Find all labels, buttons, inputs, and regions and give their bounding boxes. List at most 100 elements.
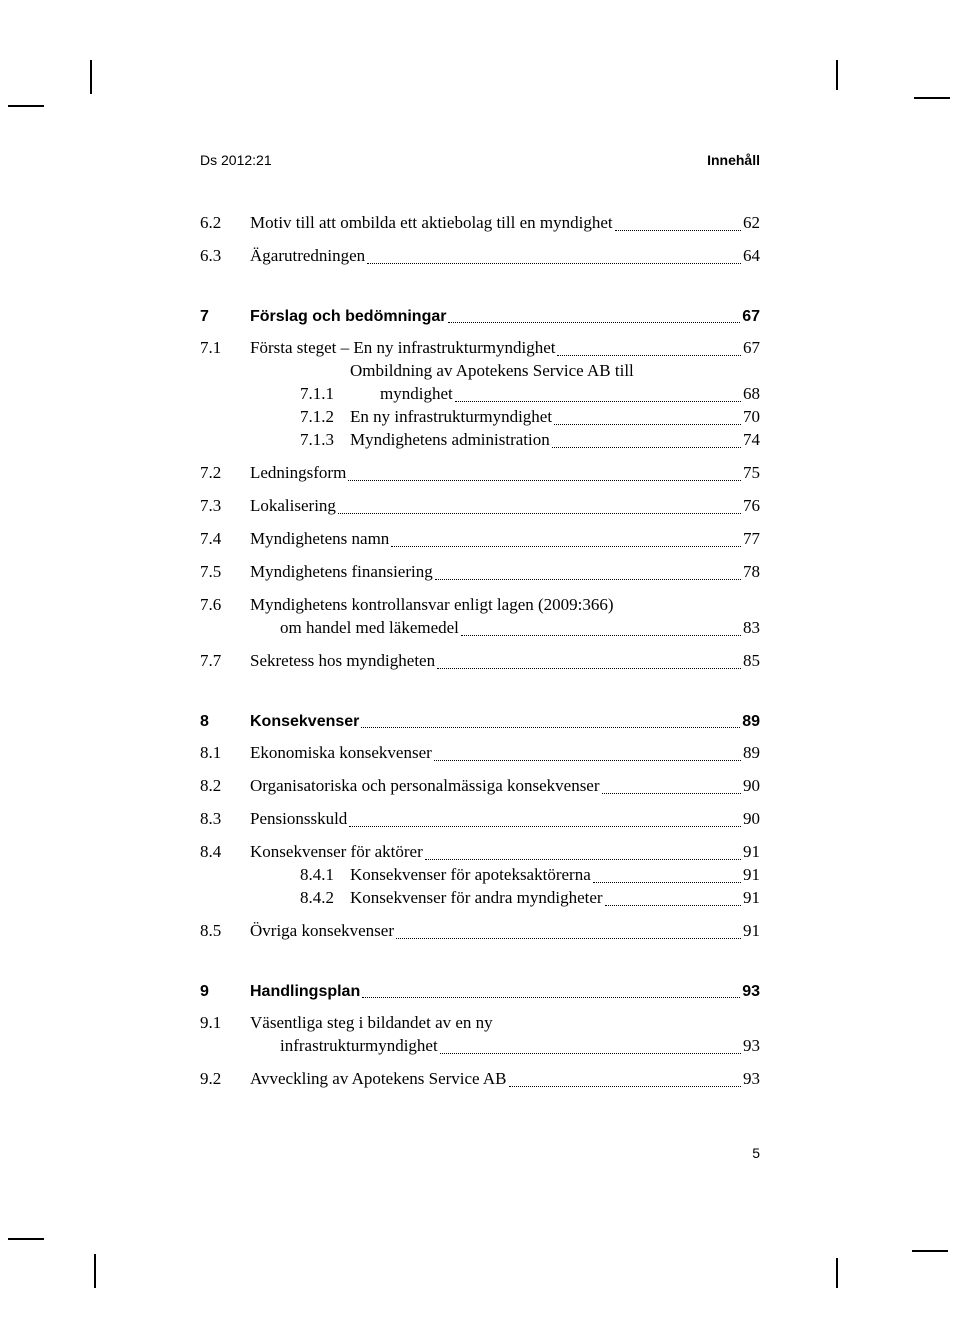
toc-entry-page: 78: [743, 561, 760, 584]
toc-subentry-number: 7.1.3: [300, 429, 350, 452]
toc-entry-body: Övriga konsekvenser91: [250, 920, 760, 943]
toc-entry-page: 91: [743, 864, 760, 887]
toc-entry-body: Motiv till att ombilda ett aktiebolag ti…: [250, 212, 760, 235]
toc-entry-number: 7.3: [200, 495, 250, 518]
toc-entry: 8.3Pensionsskuld90: [200, 808, 760, 831]
toc-entry-body: Konsekvenser89: [250, 711, 760, 733]
toc-entry-text: Ombildning av Apotekens Service AB till: [350, 360, 634, 383]
crop-mark: [94, 1254, 96, 1288]
doc-id: Ds 2012:21: [200, 152, 272, 168]
toc-leader: [367, 263, 741, 264]
toc-leader: [361, 727, 740, 728]
toc-leader: [552, 447, 741, 448]
toc-entry-page: 93: [743, 1068, 760, 1091]
toc-entry-body: Ägarutredningen64: [250, 245, 760, 268]
toc-entry-body: Första steget – En ny infrastrukturmyndi…: [250, 337, 760, 452]
toc-entry-body: Ledningsform75: [250, 462, 760, 485]
toc-entry: 7.2Ledningsform75: [200, 462, 760, 485]
crop-mark: [836, 1258, 838, 1288]
toc-leader: [362, 997, 740, 998]
toc-entry-page: 76: [743, 495, 760, 518]
toc-leader: [557, 355, 741, 356]
toc-leader: [425, 859, 741, 860]
toc-entry-number: 7.1: [200, 337, 250, 360]
toc-entry: 7.1Första steget – En ny infrastrukturmy…: [200, 337, 760, 452]
toc-subentry-number: 7.1.1: [300, 383, 350, 406]
toc-entry-text: Väsentliga steg i bildandet av en ny: [250, 1012, 493, 1035]
toc-leader: [461, 635, 741, 636]
crop-mark: [912, 1250, 948, 1252]
toc-entry-page: 91: [743, 841, 760, 864]
toc-entry: 7.4Myndighetens namn77: [200, 528, 760, 551]
toc-entry-text: Avveckling av Apotekens Service AB: [250, 1068, 507, 1091]
toc-entry-text: myndighet: [380, 383, 453, 406]
toc-entry-number: 8.4: [200, 841, 250, 864]
toc-entry-text: Ekonomiska konsekvenser: [250, 742, 432, 765]
toc-leader: [349, 826, 741, 827]
toc-entry-text: Myndighetens finansiering: [250, 561, 433, 584]
toc-entry-text: Myndighetens namn: [250, 528, 389, 551]
toc-subentry: 7.1.3Myndighetens administration74: [250, 429, 760, 452]
toc-entry-body: Sekretess hos myndigheten85: [250, 650, 760, 673]
toc-leader: [554, 424, 741, 425]
toc-leader: [615, 230, 741, 231]
toc-entry-body: Konsekvenser för aktörer918.4.1Konsekven…: [250, 841, 760, 910]
toc-entry-text: Ledningsform: [250, 462, 346, 485]
running-head: Ds 2012:21 Innehåll: [200, 152, 760, 168]
toc-leader: [593, 882, 741, 883]
toc-entry-number: 8.5: [200, 920, 250, 943]
toc-entry-text: Motiv till att ombilda ett aktiebolag ti…: [250, 212, 613, 235]
crop-mark: [90, 60, 92, 94]
toc-entry-text: Övriga konsekvenser: [250, 920, 394, 943]
toc-entry-number: 8.2: [200, 775, 250, 798]
toc-entry-body: Handlingsplan 93: [250, 981, 760, 1003]
toc-entry-page: 70: [743, 406, 760, 429]
crop-mark: [8, 1238, 44, 1240]
toc-leader: [509, 1086, 741, 1087]
toc-entry-text: Konsekvenser för andra myndigheter: [350, 887, 603, 910]
toc-entry-page: 93: [742, 981, 760, 1003]
toc-entry-body: Förslag och bedömningar67: [250, 306, 760, 328]
toc-leader: [602, 793, 741, 794]
toc-leader: [448, 322, 740, 323]
toc-leader: [455, 401, 741, 402]
toc-entry-number: 7.2: [200, 462, 250, 485]
toc-entry-page: 85: [743, 650, 760, 673]
toc-entry-page: 91: [743, 887, 760, 910]
toc-entry-page: 64: [743, 245, 760, 268]
toc-entry-page: 67: [743, 337, 760, 360]
toc-entry-text: Konsekvenser: [250, 711, 359, 733]
toc-entry: 7.7Sekretess hos myndigheten85: [200, 650, 760, 673]
toc-entry: 9.2Avveckling av Apotekens Service AB93: [200, 1068, 760, 1091]
toc-entry-page: 77: [743, 528, 760, 551]
toc-leader: [396, 938, 741, 939]
toc-entry-number: 8.1: [200, 742, 250, 765]
toc-leader: [435, 579, 741, 580]
toc-leader: [605, 905, 741, 906]
toc-entry-text: Konsekvenser för aktörer: [250, 841, 423, 864]
toc-entry-text: Pensionsskuld: [250, 808, 347, 831]
toc-entry: 7Förslag och bedömningar67: [200, 306, 760, 328]
toc-entry-number: 6.3: [200, 245, 250, 268]
toc-entry-text: Handlingsplan: [250, 981, 360, 1003]
toc-entry-body: Myndighetens namn 77: [250, 528, 760, 551]
section-label: Innehåll: [707, 152, 760, 168]
toc-entry-text: En ny infrastrukturmyndighet: [350, 406, 552, 429]
toc-entry-text: Myndighetens kontrollansvar enligt lagen…: [250, 594, 614, 617]
toc-entry: 9Handlingsplan93: [200, 981, 760, 1003]
toc-entry-page: 62: [743, 212, 760, 235]
toc-entry-text: Organisatoriska och personalmässiga kons…: [250, 775, 600, 798]
toc-leader: [391, 546, 741, 547]
toc-subentry-number: 8.4.1: [300, 864, 350, 887]
toc-entry-body: Myndighetens kontrollansvar enligt lagen…: [250, 594, 760, 640]
page-number: 5: [752, 1145, 760, 1161]
toc-subentry-number: 8.4.2: [300, 887, 350, 910]
toc-entry-text: Första steget – En ny infrastrukturmyndi…: [250, 337, 555, 360]
crop-mark: [836, 60, 838, 90]
content-area: Ds 2012:21 Innehåll 6.2Motiv till att om…: [200, 152, 760, 1101]
toc-entry-number: 7.5: [200, 561, 250, 584]
toc-entry-number: 9.1: [200, 1012, 250, 1035]
toc-entry: 9.1Väsentliga steg i bildandet av en nyi…: [200, 1012, 760, 1058]
toc-subentry: 8.4.1Konsekvenser för apoteksaktörerna91: [250, 864, 760, 887]
toc-entry-page: 93: [743, 1035, 760, 1058]
